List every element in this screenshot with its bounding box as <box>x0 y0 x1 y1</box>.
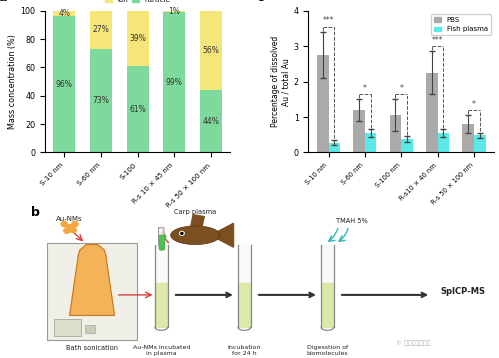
Circle shape <box>66 224 73 229</box>
Bar <box>462 124 474 153</box>
Text: © 中国生物技术网: © 中国生物技术网 <box>396 341 431 347</box>
Ellipse shape <box>171 226 220 245</box>
Text: Au-NMs incubated
in plasma: Au-NMs incubated in plasma <box>133 345 190 356</box>
Polygon shape <box>155 245 168 327</box>
Bar <box>328 142 340 153</box>
Text: 44%: 44% <box>203 117 220 126</box>
Circle shape <box>70 227 76 233</box>
Circle shape <box>181 232 183 234</box>
Bar <box>127 66 149 153</box>
Legend: Ion, Particle: Ion, Particle <box>102 0 173 6</box>
Text: SpICP-MS: SpICP-MS <box>440 287 485 296</box>
Bar <box>90 49 112 153</box>
Bar <box>426 73 438 153</box>
Text: ***: *** <box>432 36 444 45</box>
Text: Incubation
for 24 h: Incubation for 24 h <box>228 345 261 356</box>
Text: 96%: 96% <box>56 80 73 89</box>
Bar <box>163 11 185 12</box>
Text: Carp plasma: Carp plasma <box>174 209 217 215</box>
FancyBboxPatch shape <box>47 243 137 340</box>
Polygon shape <box>69 245 114 315</box>
Text: b: b <box>31 206 40 219</box>
FancyBboxPatch shape <box>85 325 95 333</box>
Bar <box>438 133 449 153</box>
Text: ***: *** <box>323 16 334 25</box>
Bar <box>401 139 413 153</box>
Text: 99%: 99% <box>166 78 183 87</box>
Text: c: c <box>256 0 264 4</box>
Text: 56%: 56% <box>203 46 220 55</box>
Text: 39%: 39% <box>129 34 146 43</box>
Bar <box>317 55 328 153</box>
Text: 1%: 1% <box>169 7 180 16</box>
Polygon shape <box>159 228 164 250</box>
Circle shape <box>64 228 70 233</box>
Polygon shape <box>218 223 234 247</box>
Polygon shape <box>321 245 334 327</box>
Circle shape <box>180 232 184 235</box>
Legend: PBS, Fish plasma: PBS, Fish plasma <box>431 14 491 35</box>
Text: Digesstion of
biomolecules: Digesstion of biomolecules <box>306 345 348 356</box>
Polygon shape <box>191 215 205 226</box>
Text: 4%: 4% <box>58 9 70 18</box>
Bar <box>200 90 222 153</box>
Text: *: * <box>363 83 367 93</box>
Bar <box>163 12 185 153</box>
Y-axis label: Percentage of dissolved
Au / total Au: Percentage of dissolved Au / total Au <box>271 36 291 127</box>
Bar <box>90 11 112 49</box>
Text: TMAH 5%: TMAH 5% <box>336 218 368 224</box>
Circle shape <box>72 222 78 227</box>
FancyBboxPatch shape <box>54 319 81 336</box>
Bar <box>390 115 401 153</box>
Text: 61%: 61% <box>129 105 146 114</box>
Bar <box>53 11 75 16</box>
Text: Bath sonication: Bath sonication <box>66 345 118 351</box>
Bar <box>53 16 75 153</box>
Bar <box>353 110 365 153</box>
Bar <box>365 133 377 153</box>
Bar <box>474 135 486 153</box>
Text: *: * <box>472 100 476 108</box>
Text: 73%: 73% <box>93 96 109 105</box>
Text: a: a <box>0 0 7 4</box>
Polygon shape <box>238 245 250 327</box>
Text: Au-NMs: Au-NMs <box>56 216 83 222</box>
Circle shape <box>61 222 67 227</box>
Bar <box>127 11 149 66</box>
Bar <box>200 11 222 90</box>
Text: 27%: 27% <box>93 25 109 34</box>
Text: *: * <box>399 83 403 93</box>
Y-axis label: Mass concentration (%): Mass concentration (%) <box>8 34 17 129</box>
